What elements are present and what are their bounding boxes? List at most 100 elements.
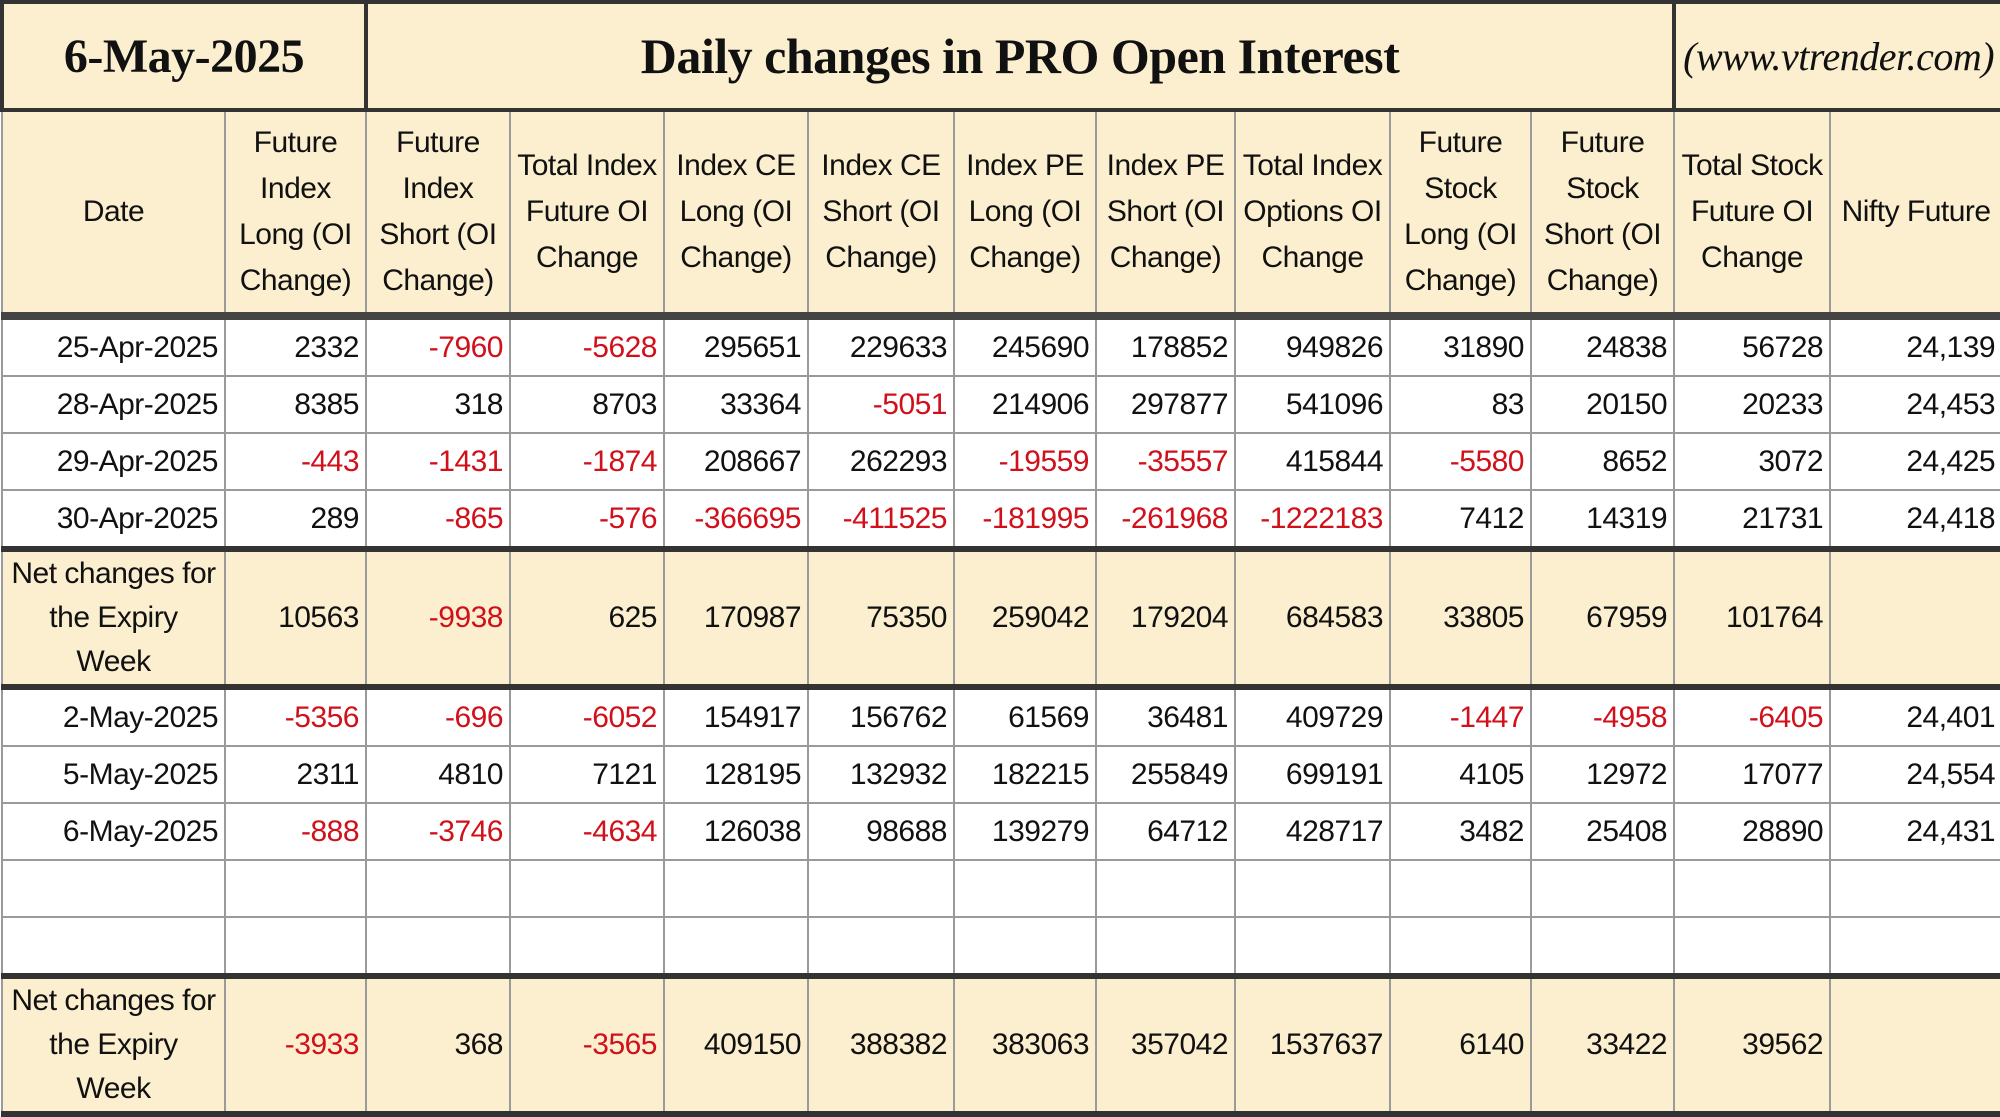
net-value: 409150 bbox=[663, 973, 809, 1117]
value-cell: 8385 bbox=[224, 375, 367, 434]
data-row: 29-Apr-2025 -443 -1431 -1874 208667 262293 -19… bbox=[1, 432, 2000, 491]
value-cell: 24838 bbox=[1529, 315, 1676, 377]
value-cell: 20233 bbox=[1673, 375, 1832, 434]
value-cell: 182215 bbox=[953, 745, 1097, 804]
empty-cell bbox=[1, 916, 226, 977]
empty-cell bbox=[1673, 859, 1832, 918]
value-cell: 83 bbox=[1389, 375, 1532, 434]
empty-cell bbox=[807, 916, 955, 977]
report-date: 6-May-2025 bbox=[0, 0, 368, 112]
value-cell: 98688 bbox=[807, 802, 955, 861]
value-cell: 24,139 bbox=[1829, 315, 2000, 377]
blank-row bbox=[1, 916, 2000, 977]
value-cell: 24,453 bbox=[1829, 375, 2000, 434]
value-cell: 2332 bbox=[224, 315, 367, 377]
value-cell: -865 bbox=[365, 489, 511, 550]
empty-cell bbox=[365, 916, 511, 977]
net-value: -9938 bbox=[365, 546, 511, 690]
value-cell: 33364 bbox=[663, 375, 809, 434]
value-cell: 8703 bbox=[509, 375, 665, 434]
empty-cell bbox=[1234, 916, 1391, 977]
empty-cell bbox=[1829, 916, 2000, 977]
column-header: Future Index Long (OI Change) bbox=[224, 109, 367, 320]
empty-cell bbox=[1234, 859, 1391, 918]
date-cell: 28-Apr-2025 bbox=[1, 375, 226, 434]
date-cell: 29-Apr-2025 bbox=[1, 432, 226, 491]
net-value: 39562 bbox=[1673, 973, 1832, 1117]
value-cell: 245690 bbox=[953, 315, 1097, 377]
value-cell: 24,401 bbox=[1829, 686, 2000, 747]
value-cell: -6405 bbox=[1673, 686, 1832, 747]
value-cell: -1447 bbox=[1389, 686, 1532, 747]
column-header: Nifty Future bbox=[1829, 109, 2000, 320]
net-label: Net changes for the Expiry Week bbox=[1, 546, 226, 690]
empty-cell bbox=[807, 859, 955, 918]
value-cell: 8652 bbox=[1529, 432, 1676, 491]
empty-cell bbox=[1095, 916, 1236, 977]
value-cell: -35557 bbox=[1095, 432, 1236, 491]
value-cell: 64712 bbox=[1095, 802, 1236, 861]
value-cell: 4105 bbox=[1389, 745, 1532, 804]
value-cell: -6052 bbox=[509, 686, 665, 747]
value-cell: 289 bbox=[224, 489, 367, 550]
value-cell: 409729 bbox=[1234, 686, 1391, 747]
empty-cell bbox=[509, 916, 665, 977]
empty-cell bbox=[1529, 859, 1676, 918]
column-header: Total Index Future OI Change bbox=[509, 109, 665, 320]
empty-cell bbox=[1, 859, 226, 918]
value-cell: 415844 bbox=[1234, 432, 1391, 491]
value-cell: 24,425 bbox=[1829, 432, 2000, 491]
data-row: 2-May-2025 -5356 -696 -6052 154917 156762 6156… bbox=[1, 686, 2000, 747]
value-cell: 28890 bbox=[1673, 802, 1832, 861]
net-value: 1537637 bbox=[1234, 973, 1391, 1117]
value-cell: 255849 bbox=[1095, 745, 1236, 804]
value-cell: 7412 bbox=[1389, 489, 1532, 550]
net-value: 101764 bbox=[1673, 546, 1832, 690]
net-value: 179204 bbox=[1095, 546, 1236, 690]
net-value: 625 bbox=[509, 546, 665, 690]
value-cell: 154917 bbox=[663, 686, 809, 747]
column-header: Index PE Long (OI Change) bbox=[953, 109, 1097, 320]
value-cell: -1222183 bbox=[1234, 489, 1391, 550]
column-header: Future Stock Short (OI Change) bbox=[1529, 109, 1676, 320]
net-value: 33805 bbox=[1389, 546, 1532, 690]
value-cell: 2311 bbox=[224, 745, 367, 804]
value-cell: 139279 bbox=[953, 802, 1097, 861]
data-row: 5-May-2025 2311 4810 7121 128195 132932 182215… bbox=[1, 745, 2000, 804]
value-cell: 297877 bbox=[1095, 375, 1236, 434]
value-cell: -181995 bbox=[953, 489, 1097, 550]
column-header: Future Index Short (OI Change) bbox=[365, 109, 511, 320]
column-header: Index CE Short (OI Change) bbox=[807, 109, 955, 320]
net-value: 383063 bbox=[953, 973, 1097, 1117]
empty-cell bbox=[663, 859, 809, 918]
column-header: Total Index Options OI Change bbox=[1234, 109, 1391, 320]
value-cell: -576 bbox=[509, 489, 665, 550]
net-value: 6140 bbox=[1389, 973, 1532, 1117]
value-cell: -4634 bbox=[509, 802, 665, 861]
empty-cell bbox=[953, 859, 1097, 918]
data-row: 30-Apr-2025 289 -865 -576 -366695 -411525 -181… bbox=[1, 489, 2000, 550]
value-cell: 20150 bbox=[1529, 375, 1676, 434]
empty-cell bbox=[1829, 546, 2000, 690]
value-cell: -19559 bbox=[953, 432, 1097, 491]
value-cell: -4958 bbox=[1529, 686, 1676, 747]
net-row: Net changes for the Expiry Week -3933 368-… bbox=[1, 973, 2000, 1117]
empty-cell bbox=[1389, 916, 1532, 977]
value-cell: 541096 bbox=[1234, 375, 1391, 434]
value-cell: -5356 bbox=[224, 686, 367, 747]
value-cell: -1874 bbox=[509, 432, 665, 491]
empty-cell bbox=[365, 859, 511, 918]
value-cell: -411525 bbox=[807, 489, 955, 550]
column-header: Index CE Long (OI Change) bbox=[663, 109, 809, 320]
value-cell: -5628 bbox=[509, 315, 665, 377]
value-cell: 699191 bbox=[1234, 745, 1391, 804]
value-cell: 31890 bbox=[1389, 315, 1532, 377]
value-cell: -696 bbox=[365, 686, 511, 747]
value-cell: -366695 bbox=[663, 489, 809, 550]
value-cell: 25408 bbox=[1529, 802, 1676, 861]
column-header: Total Stock Future OI Change bbox=[1673, 109, 1832, 320]
title-row: 6-May-2025 Daily changes in PRO Open Int… bbox=[0, 0, 2000, 112]
net-value: 75350 bbox=[807, 546, 955, 690]
net-label: Net changes for the Expiry Week bbox=[1, 973, 226, 1117]
